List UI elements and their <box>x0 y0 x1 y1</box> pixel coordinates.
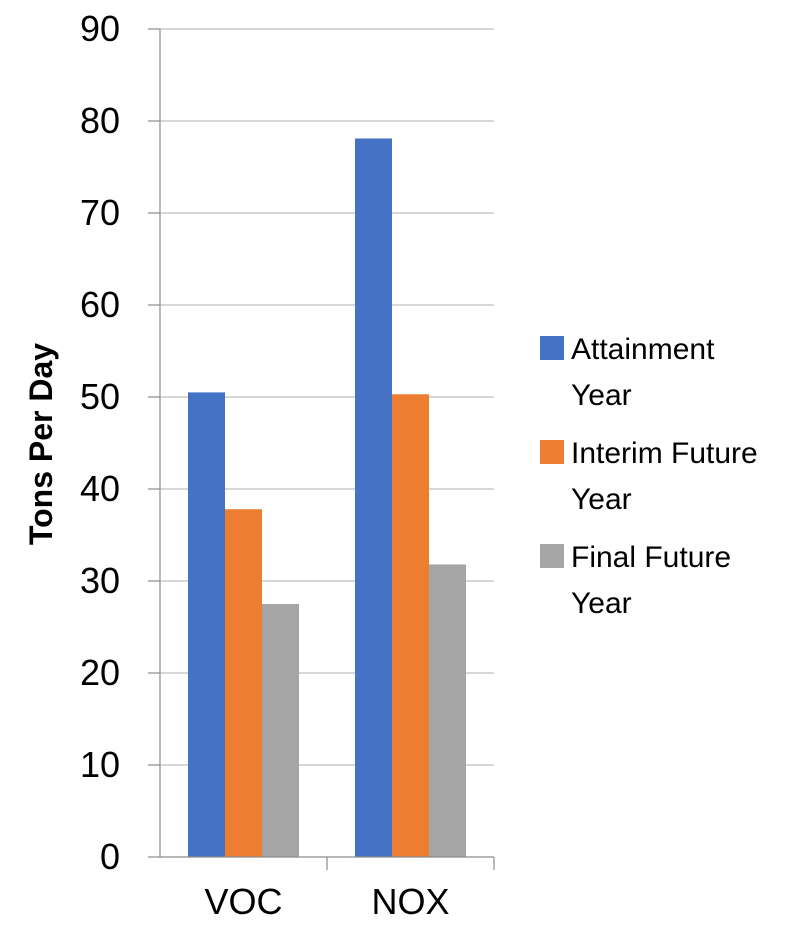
y-tick-label: 30 <box>80 560 120 601</box>
bars <box>188 138 466 858</box>
bar-nox-1 <box>355 138 392 858</box>
x-tick-label: NOX <box>371 881 449 922</box>
y-tick-label: 0 <box>100 836 120 877</box>
legend-label: Interim Future <box>571 437 758 470</box>
x-tick-label: VOC <box>204 881 282 922</box>
legend-label: Year <box>571 379 632 412</box>
bar-nox-2 <box>392 394 429 857</box>
y-tick-label: 20 <box>80 652 120 693</box>
y-axis-label: Tons Per Day <box>23 343 59 545</box>
y-tick-label: 80 <box>80 100 120 141</box>
legend-swatch <box>540 336 564 360</box>
y-tick-label: 50 <box>80 376 120 417</box>
bar-nox-3 <box>429 564 466 857</box>
legend-item: Attainment Year <box>540 333 715 412</box>
y-tick-labels: 0 10 20 30 40 50 60 70 80 90 <box>80 8 120 877</box>
legend-item: Final Future Year <box>540 541 731 620</box>
bar-voc-1 <box>188 392 225 857</box>
legend-swatch <box>540 440 564 464</box>
y-tick-label: 10 <box>80 744 120 785</box>
bar-voc-2 <box>225 509 262 857</box>
legend-label: Final Future <box>571 541 731 574</box>
x-tick-labels: VOC NOX <box>204 881 449 922</box>
legend-item: Interim Future Year <box>540 437 758 516</box>
legend-label: Year <box>571 587 632 620</box>
y-tick-label: 70 <box>80 192 120 233</box>
bar-voc-3 <box>262 604 299 857</box>
legend-swatch <box>540 544 564 568</box>
axes <box>148 28 495 870</box>
y-tick-label: 90 <box>80 8 120 49</box>
y-tick-label: 40 <box>80 468 120 509</box>
legend-label: Year <box>571 483 632 516</box>
y-tick-label: 60 <box>80 284 120 325</box>
legend-label: Attainment <box>571 333 715 366</box>
